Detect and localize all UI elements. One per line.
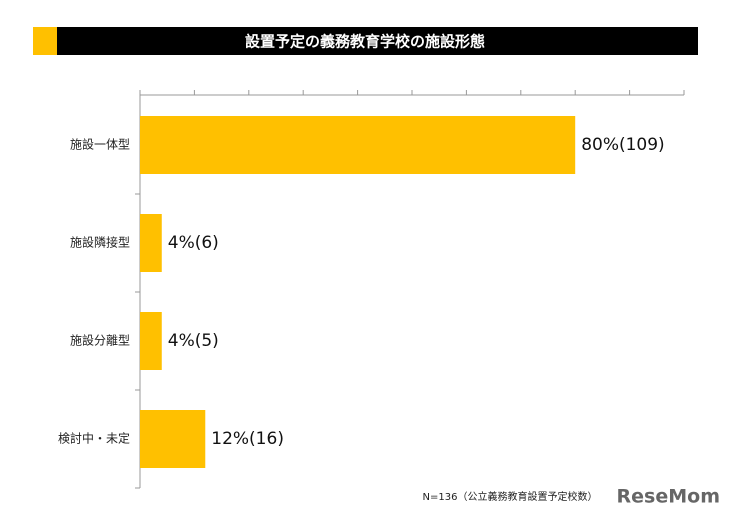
data-label: 12%(16) xyxy=(211,429,284,449)
bar xyxy=(140,116,576,174)
data-label: 80%(109) xyxy=(581,135,665,155)
bar xyxy=(140,214,162,272)
y-tick-label: 検討中・未定 xyxy=(58,431,130,446)
y-tick-label: 施設一体型 xyxy=(70,137,130,152)
title-marker xyxy=(33,27,57,55)
note: N=136（公立義務教育設置予定校数） xyxy=(423,490,598,503)
y-tick-label: 施設分離型 xyxy=(70,333,130,348)
bar xyxy=(140,312,162,370)
brand-logo: ReseMom xyxy=(617,486,720,508)
data-label: 4%(5) xyxy=(168,331,219,351)
title-bar xyxy=(57,27,698,55)
y-tick-label: 施設隣接型 xyxy=(70,235,130,250)
chart-title: 設置予定の義務教育学校の施設形態 xyxy=(245,33,485,51)
bar xyxy=(140,410,206,468)
data-label: 4%(6) xyxy=(168,233,219,253)
